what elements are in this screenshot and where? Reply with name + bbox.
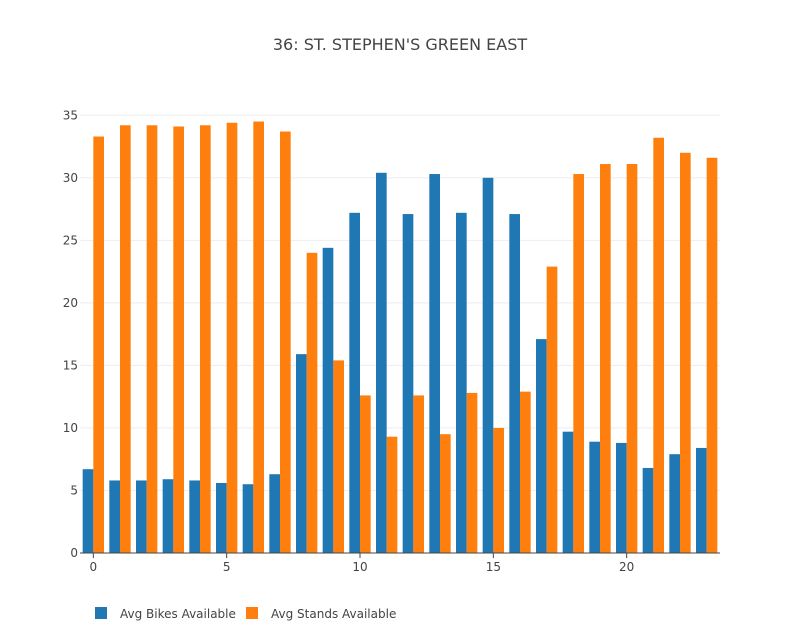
- bar-stands-4[interactable]: [200, 125, 211, 553]
- axes: 0 5 10 15 20 25 30 35 0 5 10 15 20: [63, 108, 720, 574]
- y-tick-label: 25: [63, 233, 78, 247]
- bar-bikes-19[interactable]: [589, 441, 600, 553]
- bar-bikes-8[interactable]: [296, 354, 307, 553]
- bar-stands-11[interactable]: [386, 436, 398, 553]
- y-tick-label: 10: [63, 421, 78, 435]
- bar-stands-15[interactable]: [493, 427, 504, 553]
- bar-stands-17[interactable]: [546, 266, 558, 553]
- bar-bikes-5[interactable]: [216, 482, 227, 553]
- legend-swatch: [95, 607, 107, 619]
- bar-bikes-16[interactable]: [509, 214, 520, 553]
- bar-stands-0[interactable]: [93, 136, 104, 553]
- x-tick-label: 10: [352, 560, 367, 574]
- bar-stands-7[interactable]: [280, 131, 291, 553]
- bar-stands-6[interactable]: [253, 121, 264, 553]
- bars: [82, 121, 718, 554]
- bar-stands-9[interactable]: [333, 360, 344, 553]
- bar-stands-10[interactable]: [360, 395, 371, 553]
- bar-bikes-9[interactable]: [322, 247, 334, 553]
- bar-bikes-20[interactable]: [616, 442, 627, 553]
- y-tick-label: 5: [70, 483, 78, 497]
- y-tick-label: 20: [63, 296, 78, 310]
- bar-stands-12[interactable]: [413, 395, 424, 553]
- bar-bikes-18[interactable]: [562, 431, 574, 553]
- legend-label: Avg Bikes Available: [120, 607, 236, 621]
- bar-stands-8[interactable]: [306, 252, 318, 553]
- x-tick-label: 15: [486, 560, 501, 574]
- bar-stands-16[interactable]: [520, 391, 531, 553]
- y-tick-label: 30: [63, 171, 78, 185]
- bar-bikes-22[interactable]: [669, 454, 680, 553]
- bar-stands-1[interactable]: [120, 125, 131, 553]
- bar-bikes-11[interactable]: [376, 172, 387, 554]
- y-tick-label: 0: [70, 546, 78, 560]
- bar-bikes-3[interactable]: [162, 479, 174, 553]
- y-tick-label: 35: [63, 108, 78, 122]
- bar-bikes-2[interactable]: [136, 480, 147, 553]
- legend-item-stands[interactable]: Avg Stands Available: [246, 607, 396, 621]
- y-tick-label: 15: [63, 358, 78, 372]
- bar-bikes-12[interactable]: [402, 214, 414, 553]
- x-tick-label: 20: [619, 560, 634, 574]
- bar-bikes-6[interactable]: [242, 484, 254, 553]
- bar-bikes-14[interactable]: [456, 212, 467, 553]
- bar-bikes-13[interactable]: [429, 174, 440, 554]
- x-tick-label: 5: [223, 560, 231, 574]
- bar-stands-22[interactable]: [680, 152, 691, 553]
- bar-bikes-7[interactable]: [269, 474, 280, 553]
- legend-swatch: [246, 607, 258, 619]
- grid-lines: [80, 114, 720, 491]
- bar-stands-5[interactable]: [226, 122, 238, 553]
- bar-bikes-15[interactable]: [482, 177, 494, 554]
- legend[interactable]: Avg Bikes Available Avg Stands Available: [95, 607, 396, 621]
- bar-bikes-17[interactable]: [536, 339, 547, 553]
- bar-bikes-0[interactable]: [82, 469, 94, 553]
- bar-stands-14[interactable]: [466, 392, 478, 553]
- bar-bikes-10[interactable]: [349, 212, 360, 553]
- bar-stands-18[interactable]: [573, 174, 584, 554]
- bar-stands-20[interactable]: [626, 164, 638, 553]
- bar-stands-23[interactable]: [706, 157, 718, 553]
- chart-title: 36: ST. STEPHEN'S GREEN EAST: [273, 35, 527, 54]
- x-tick-label: 0: [90, 560, 98, 574]
- bar-stands-3[interactable]: [173, 126, 184, 553]
- bar-stands-21[interactable]: [653, 137, 664, 553]
- bar-bikes-4[interactable]: [189, 480, 200, 553]
- legend-item-bikes[interactable]: Avg Bikes Available: [95, 607, 236, 621]
- bar-stands-13[interactable]: [440, 434, 451, 553]
- bar-stands-2[interactable]: [146, 125, 158, 553]
- legend-label: Avg Stands Available: [271, 607, 396, 621]
- bar-bikes-1[interactable]: [109, 480, 120, 553]
- bar-stands-19[interactable]: [600, 164, 611, 553]
- bar-bikes-21[interactable]: [642, 467, 654, 553]
- bar-bikes-23[interactable]: [696, 447, 707, 553]
